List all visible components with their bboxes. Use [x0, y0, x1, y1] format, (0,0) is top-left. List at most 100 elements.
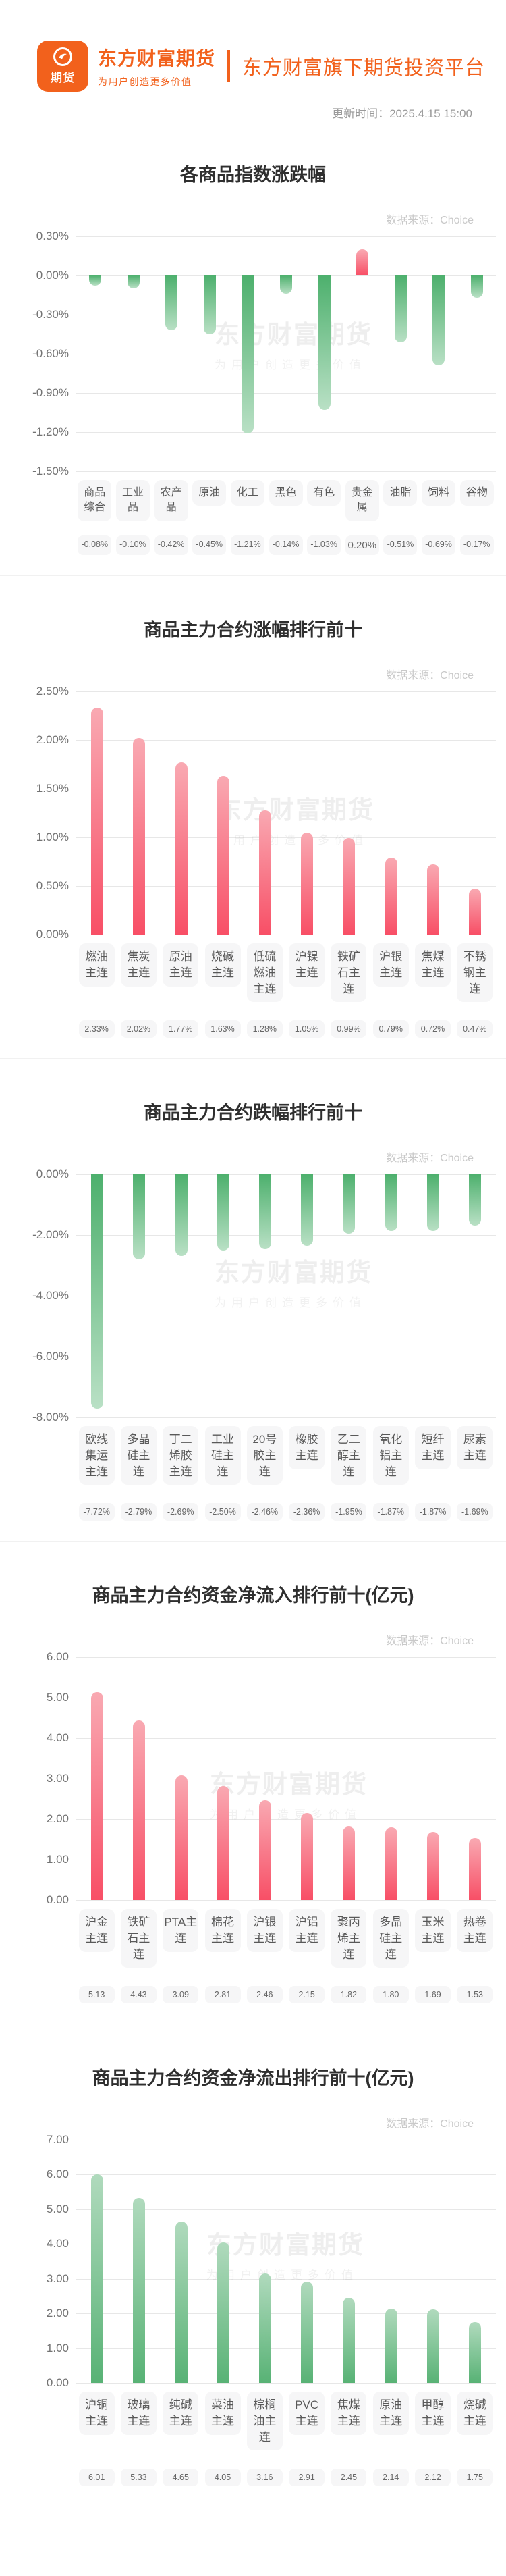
brand-text: 东方财富期货 为用户创造更多价值: [98, 44, 215, 88]
value-slot: 4.05: [202, 2469, 244, 2486]
y-axis-tick: 4.00: [46, 2237, 69, 2251]
data-source-label: 数据来源：Choice: [386, 1635, 474, 1647]
y-axis-tick: 1.50%: [36, 782, 69, 795]
category-slot: 原油主连: [160, 943, 202, 987]
chart-section-top-gainers: 商品主力合约涨幅排行前十 数据来源：Choice 2.50% 2.00% 1.50%…: [0, 575, 506, 1058]
chart-title: 商品主力合约资金净流入排行前十(亿元): [92, 1585, 414, 1606]
value-pill: 0.79%: [372, 1020, 409, 1038]
category-pill: 尿素主连: [457, 1426, 493, 1469]
right-padding: [496, 1657, 506, 1900]
category-slot: 商品综合: [76, 480, 114, 521]
chart-title: 商品主力合约资金净流出排行前十(亿元): [92, 2068, 414, 2088]
category-slot: 沪铜主连: [76, 2392, 117, 2435]
value-slot: -7.72%: [76, 1503, 117, 1521]
value-pill: 2.33%: [78, 1020, 115, 1038]
bar: [258, 810, 271, 935]
category-pill: 原油主连: [163, 943, 199, 987]
category-pill: 燃油主连: [78, 943, 115, 987]
bar: [258, 2273, 271, 2383]
brand-logo: 期货: [37, 41, 88, 92]
watermark-line2: 为用户创造更多价值: [215, 359, 366, 371]
bar: [301, 1174, 314, 1246]
right-padding: [496, 1174, 506, 1417]
y-axis-tick: 1.00: [46, 2341, 69, 2355]
category-pill: 热卷主连: [457, 1909, 493, 1952]
category-pill: 化工: [230, 480, 264, 506]
bar: [426, 1174, 439, 1232]
category-pill: 黑色: [269, 480, 303, 506]
category-pill: 菜油主连: [204, 2392, 241, 2435]
value-slot: -2.50%: [202, 1503, 244, 1521]
plot-area: 东方财富期货 为用户创造更多价值: [76, 1174, 496, 1418]
category-pill: 沪铜主连: [78, 2392, 115, 2435]
bar: [217, 1174, 229, 1251]
category-pill: 铁矿石主连: [120, 1909, 157, 1968]
value-slot: -2.36%: [285, 1503, 327, 1521]
category-slot: 燃油主连: [76, 943, 117, 987]
value-slot: 1.77%: [160, 1020, 202, 1038]
category-slot: 热卷主连: [454, 1909, 496, 1952]
value-slot: -0.69%: [420, 535, 458, 555]
bar-chart: 7.00 6.00 5.00 4.00 3.00 2.00 1.00 0.00 东方财富期货 为用…: [0, 2133, 506, 2486]
gridline: [76, 2209, 496, 2210]
gridline: [76, 691, 496, 692]
watermark: 东方财富期货 为用户创造更多价值: [215, 1252, 372, 1310]
bar: [343, 2298, 356, 2383]
brand-row: 期货 东方财富期货 为用户创造更多价值 东方财富旗下期货投资平台: [0, 0, 506, 92]
category-slot: 尿素主连: [454, 1426, 496, 1469]
value-slot: 0.20%: [343, 535, 381, 555]
value-pill: -0.51%: [383, 535, 418, 555]
category-slot: 农产品: [152, 480, 190, 521]
value-row: 6.01 5.33 4.65 4.05 3.16 2.91 2.45 2.14 2.12 1.75: [76, 2469, 496, 2486]
bar: [175, 762, 188, 935]
gridline: [76, 1900, 496, 1901]
value-pill: 1.69: [415, 1986, 451, 2003]
value-slot: 1.75: [454, 2469, 496, 2486]
value-slot: 1.80: [370, 1986, 412, 2003]
gridline: [76, 1657, 496, 1658]
bar: [301, 1813, 314, 1900]
value-slot: -1.87%: [370, 1503, 412, 1521]
value-pill: 0.20%: [345, 535, 379, 555]
category-slot: 玉米主连: [412, 1909, 453, 1952]
brand-divider: [227, 50, 231, 82]
category-slot: 低硫燃油主连: [244, 943, 285, 1003]
plot-area: 东方财富期货 为用户创造更多价值: [76, 236, 496, 472]
category-pill: 油脂: [383, 480, 418, 506]
y-axis: 6.00 5.00 4.00 3.00 2.00 1.00 0.00: [0, 1650, 76, 1906]
gridline: [76, 2348, 496, 2349]
bar: [385, 858, 397, 935]
y-axis-tick: 5.00: [46, 2202, 69, 2215]
bar: [343, 1174, 356, 1234]
category-pill: 玻璃主连: [120, 2392, 157, 2435]
value-slot: 2.33%: [76, 1020, 117, 1038]
bar: [301, 2282, 314, 2383]
bar: [394, 275, 407, 342]
value-pill: 2.91: [289, 2469, 325, 2486]
category-slot: 聚丙烯主连: [328, 1909, 370, 1968]
y-axis-tick: -8.00%: [32, 1411, 69, 1423]
bar: [258, 1800, 271, 1900]
value-row: 5.13 4.43 3.09 2.81 2.46 2.15 1.82 1.80 1.69 1.53: [76, 1986, 496, 2003]
y-axis-tick: 2.00%: [36, 733, 69, 746]
page-header: 期货 东方财富期货 为用户创造更多价值 东方财富旗下期货投资平台 更新时间：20…: [0, 0, 506, 121]
data-source-label: 数据来源：Choice: [386, 215, 474, 226]
data-source-label: 数据来源：Choice: [386, 1153, 474, 1164]
value-pill: -2.36%: [289, 1503, 325, 1521]
watermark-line2: 为用户创造更多价值: [206, 2269, 358, 2282]
category-pill: 商品综合: [78, 480, 112, 521]
category-slot: 铁矿石主连: [328, 943, 370, 1003]
bar: [468, 889, 481, 935]
category-slot: 多晶硅主连: [370, 1909, 412, 1968]
y-axis-tick: 3.00: [46, 1772, 69, 1785]
y-axis-tick: -0.30%: [32, 308, 69, 321]
value-pill: 1.53: [457, 1986, 493, 2003]
value-pill: 2.12: [415, 2469, 451, 2486]
gridline: [76, 1417, 496, 1418]
gridline: [76, 2174, 496, 2176]
y-axis-tick: 1.00%: [36, 831, 69, 843]
category-slot: 原油: [190, 480, 229, 506]
y-axis-tick: 0.00%: [36, 269, 69, 282]
category-slot: 谷物: [457, 480, 496, 506]
y-axis-tick: -2.00%: [32, 1228, 69, 1241]
